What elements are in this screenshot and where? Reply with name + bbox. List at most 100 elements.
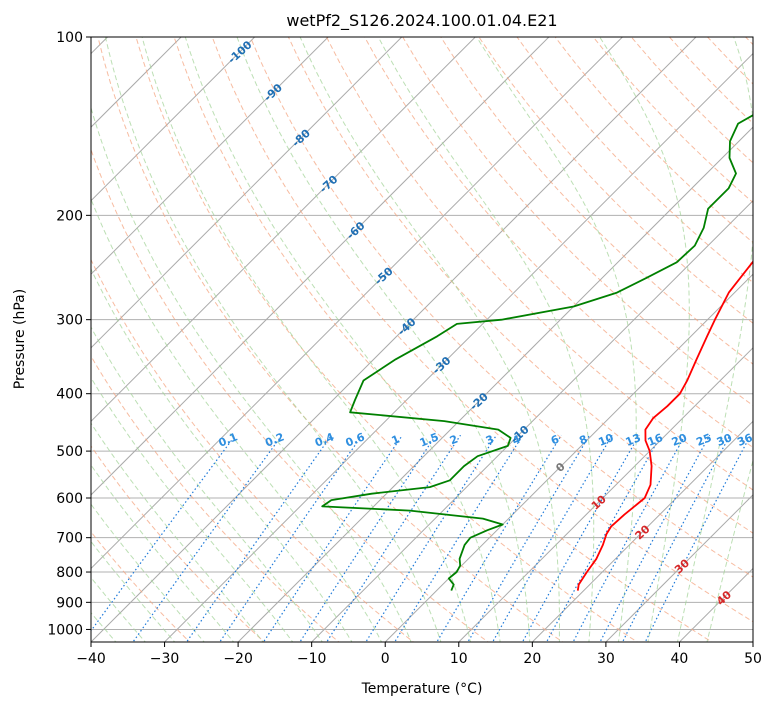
isotherm-line — [91, 37, 697, 642]
mixing-ratio-line — [621, 434, 731, 642]
dry-adiabat-line — [707, 37, 753, 85]
moist-adiabat-line — [91, 422, 264, 642]
mixing-ratio-line — [644, 434, 752, 642]
dry-adiabat-line — [745, 37, 753, 46]
moist-adiabat-line — [91, 106, 412, 642]
moist-adiabat-lines — [91, 37, 753, 642]
moist-adiabat-line — [91, 326, 323, 642]
isotherm-lines — [0, 10, 753, 654]
isotherm-line — [605, 494, 753, 642]
temperature-profile-line — [576, 260, 753, 591]
mixing-ratio-label: 0.4 — [313, 430, 336, 449]
x-tick-label: 40 — [671, 651, 689, 667]
mixing-ratio-label: 1 — [390, 433, 402, 448]
mixing-ratio-line — [521, 434, 640, 642]
mixing-ratio-line — [572, 434, 686, 642]
dry-adiabat-line — [91, 531, 191, 642]
plot-area: 0.1 0.2 0.4 0.6 1 1.5 2 3 4 6 8 10 13 16 20 25 30 36-100-… — [0, 10, 753, 654]
mixing-ratio-label: 10 — [596, 431, 615, 449]
x-axis-label: Temperature (°C) — [361, 681, 483, 697]
mixing-ratio-line — [185, 434, 332, 642]
mixing-ratio-line — [492, 434, 613, 642]
plot-frame — [90, 36, 754, 643]
moist-adiabat-line — [91, 197, 383, 642]
isotherm-line — [163, 52, 753, 642]
y-tick-label: 600 — [56, 491, 83, 507]
mixing-ratio-label: 6 — [549, 432, 561, 447]
dry-adiabat-line — [402, 37, 753, 407]
y-tick-label: 800 — [56, 565, 83, 581]
y-tick-label: 900 — [56, 595, 83, 611]
dry-adiabat-line — [135, 37, 639, 642]
isotherm-line — [237, 126, 753, 642]
mixing-ratio-label: 0.2 — [263, 430, 286, 449]
moist-adiabat-line — [676, 37, 753, 642]
mixing-ratio-line — [262, 434, 403, 642]
mixing-ratio-line — [467, 434, 591, 642]
chart-title: wetPf2_S126.2024.100.01.04.E21 — [286, 11, 557, 31]
mixing-ratio-label: 0.1 — [217, 430, 240, 449]
sounding-profiles — [321, 114, 753, 591]
x-tick-label: −20 — [223, 651, 253, 667]
y-tick-label: 700 — [56, 531, 83, 547]
mixing-ratio-line — [325, 434, 461, 642]
dewpoint-profile-line — [321, 114, 753, 591]
isotherm-line — [91, 37, 256, 202]
mixing-ratio-label: 25 — [694, 431, 713, 449]
mixing-ratio-line — [132, 434, 283, 642]
x-tick-label: 10 — [450, 651, 468, 667]
mixing-ratio-label: 30 — [715, 431, 734, 449]
isotherm-line — [91, 37, 329, 275]
x-tick-label: 30 — [597, 651, 615, 667]
dry-adiabat-line — [173, 37, 713, 642]
y-tick-label: 400 — [56, 387, 83, 403]
y-tick-label: 500 — [56, 444, 83, 460]
mixing-ratio-line — [545, 434, 662, 642]
dry-adiabat-line — [326, 37, 753, 491]
x-axis-ticks: −40 −30 −20 −10 0 10 20 30 40 50 — [76, 642, 762, 667]
background-line-labels: 0.1 0.2 0.4 0.6 1 1.5 2 3 4 6 8 10 13 16 20 25 30 36-100-… — [217, 38, 753, 608]
mixing-ratio-label: 2 — [448, 433, 460, 448]
moist-adiabat-line — [91, 267, 353, 642]
y-axis-ticks: 100 200 300 400 500 600 700 800 900 1000 — [47, 30, 91, 638]
y-tick-label: 100 — [56, 30, 83, 46]
y-tick-label: 300 — [56, 313, 83, 329]
dry-adiabat-line — [249, 37, 753, 578]
isotherm-line — [0, 10, 61, 654]
isotherm-line — [384, 273, 753, 642]
isotherm-line — [310, 199, 753, 642]
mixing-ratio-line — [436, 434, 562, 642]
mixing-ratio-lines — [91, 434, 752, 642]
moist-adiabat-line — [476, 37, 637, 642]
mixing-ratio-label: 20 — [670, 431, 689, 449]
mixing-ratio-label: 0.6 — [344, 430, 367, 449]
pressure-gridlines — [91, 37, 753, 630]
dry-adiabat-line — [91, 355, 340, 642]
isotherm-line — [91, 37, 182, 128]
dry-adiabat-line — [478, 37, 753, 324]
mixing-ratio-label: 16 — [646, 431, 665, 449]
isotherm-line — [458, 347, 753, 642]
isotherm-line — [91, 37, 624, 570]
moist-adiabat-line — [377, 37, 595, 642]
mixing-ratio-line — [394, 434, 524, 642]
dry-adiabat-line — [91, 148, 489, 642]
mixing-ratio-label: 13 — [624, 431, 643, 449]
dry-adiabat-line — [211, 37, 753, 623]
moist-adiabat-line — [236, 37, 531, 642]
isotherm-line — [752, 641, 753, 642]
dry-adiabat-line — [554, 37, 753, 244]
dry-adiabat-line — [91, 258, 415, 642]
x-tick-label: 0 — [381, 651, 390, 667]
y-tick-label: 200 — [56, 208, 83, 224]
isotherm-line — [531, 420, 753, 642]
mixing-ratio-label: 1.5 — [418, 430, 441, 449]
moist-adiabat-line — [184, 37, 501, 642]
mixing-ratio-label: 8 — [577, 433, 589, 448]
isotherm-line — [91, 37, 477, 423]
x-tick-label: −10 — [297, 651, 327, 667]
x-tick-label: −30 — [150, 651, 180, 667]
y-tick-label: 1000 — [47, 622, 83, 638]
dry-adiabat-lines — [91, 37, 753, 642]
